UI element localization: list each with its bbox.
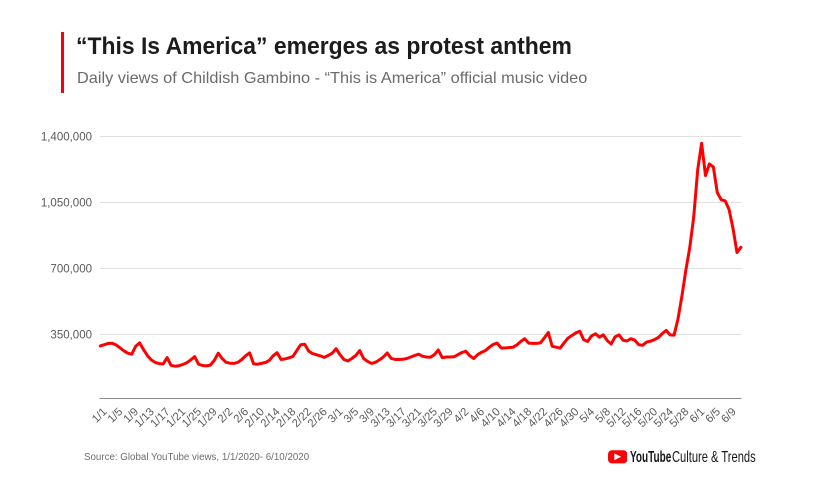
svg-text:700,000: 700,000	[50, 264, 92, 276]
svg-text:6/9: 6/9	[719, 406, 739, 426]
svg-text:1,400,000: 1,400,000	[41, 132, 92, 144]
svg-text:350,000: 350,000	[50, 330, 92, 342]
svg-text:1,050,000: 1,050,000	[41, 198, 92, 210]
